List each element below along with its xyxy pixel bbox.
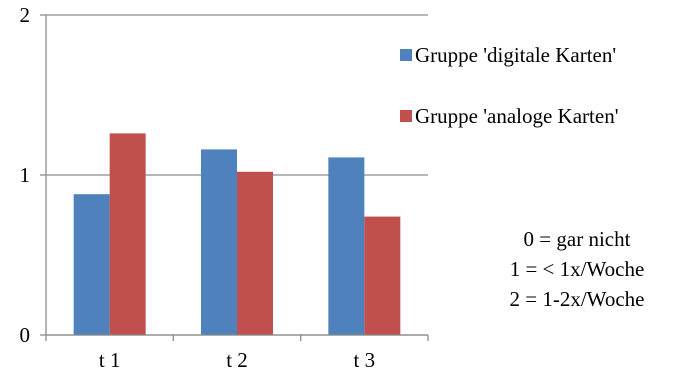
legend-label-digital: Gruppe 'digitale Karten' [415, 43, 616, 67]
bars [73, 133, 401, 335]
scale-note: 0 = gar nicht 1 = < 1x/Woche 2 = 1-2x/Woch… [510, 227, 645, 311]
axes [45, 15, 429, 341]
bar-analog-2 [237, 171, 273, 335]
bar-analog-1 [109, 133, 146, 335]
bar-analog-3 [364, 216, 401, 335]
legend-label-analog: Gruppe 'analoge Karten' [415, 104, 618, 128]
bar-digital-2 [201, 149, 237, 335]
y-tick-label: 2 [20, 3, 31, 27]
bar-digital-1 [73, 194, 110, 335]
legend-swatch-digital [400, 49, 412, 61]
x-tick-label: t 2 [226, 348, 248, 372]
scale-note-line: 1 = < 1x/Woche [510, 257, 645, 281]
x-tick-label: t 1 [99, 348, 121, 372]
x-tick-label: t 3 [354, 348, 376, 372]
legend-swatch-analog [400, 110, 412, 122]
scale-note-line: 2 = 1-2x/Woche [510, 287, 645, 311]
y-tick-label: 0 [20, 323, 31, 347]
legend: Gruppe 'digitale Karten' Gruppe 'analoge … [400, 43, 618, 128]
x-tick-labels: t 1 t 2 t 3 [99, 348, 375, 372]
bar-digital-3 [328, 157, 365, 335]
scale-note-line: 0 = gar nicht [524, 227, 631, 251]
y-tick-labels: 0 1 2 [20, 3, 31, 347]
y-tick-label: 1 [20, 163, 31, 187]
